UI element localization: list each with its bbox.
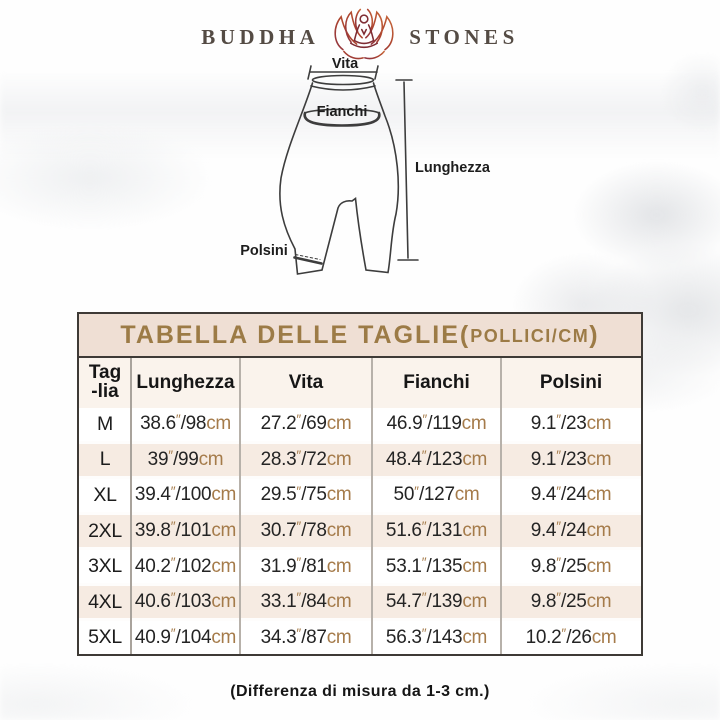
measurement-cell: 9.1 ″/23 cm — [530, 447, 612, 470]
size-cell: 4XL — [88, 590, 122, 613]
size-cell: M — [97, 412, 113, 435]
measurement-cell: 56.3 ″/143 cm — [385, 625, 488, 648]
measurement-cell: 53.1 ″/135 cm — [385, 554, 488, 577]
lotus-meditation-icon — [332, 6, 396, 64]
measurement-cell: 38.6 ″/98 cm — [140, 412, 231, 435]
table-title-close: ) — [589, 320, 600, 349]
table-row: L 39 ″/99 cm 28.3 ″/72 cm 48.4 ″/123 cm 9.1 ″/23 cm — [79, 440, 641, 480]
table-row: 4XL 40.6 ″/103 cm 33.1 ″/84 cm 54.7 ″/139 cm 9.8 ″… — [79, 582, 641, 622]
size-table: TABELLA DELLE TAGLIE(POLLICI/CM) Tag -li… — [77, 312, 643, 656]
measurement-cell: 51.6 ″/131 cm — [385, 519, 488, 542]
table-title-main: TABELLA DELLE TAGLIE( — [120, 320, 471, 349]
size-cell: XL — [93, 483, 117, 506]
measurement-cell: 27.2 ″/69 cm — [260, 412, 352, 435]
table-row: 3XL 40.2 ″/102 cm 31.9 ″/81 cm 53.1 ″/135 cm 9.8 ″… — [79, 550, 641, 583]
size-cell: 2XL — [88, 519, 122, 542]
measurement-cell: 31.9 ″/81 cm — [260, 554, 352, 577]
measurement-cell: 39 ″/99 cm — [147, 447, 224, 470]
measurement-cell: 30.7 ″/78 cm — [260, 519, 352, 542]
lunghezza-measure-line — [403, 81, 409, 259]
column-header-polsini: Polsini — [539, 371, 603, 393]
column-header-lunghezza: Lunghezza — [136, 371, 235, 393]
measurement-cell: 50 ″/127 cm — [393, 483, 480, 506]
column-divider — [130, 358, 132, 654]
diagram-label-fianchi: Fianchi — [317, 104, 368, 120]
measurement-cell: 9.4 ″/24 cm — [530, 519, 612, 542]
measurement-cell: 39.8 ″/101 cm — [134, 519, 237, 542]
size-table-title: TABELLA DELLE TAGLIE(POLLICI/CM) — [79, 314, 641, 358]
size-cell: 5XL — [88, 626, 122, 649]
pants-measurement-diagram: Vita Fianchi Lunghezza Polsini — [0, 56, 720, 292]
measurement-cell: 28.3 ″/72 cm — [260, 447, 352, 470]
table-body: M 38.6 ″/98 cm 27.2 ″/69 cm 46.9 ″/119 cm 9.1 ″/23… — [79, 408, 641, 655]
measurement-cell: 40.2 ″/102 cm — [134, 554, 237, 577]
measurement-cell: 9.8 ″/25 cm — [530, 554, 612, 577]
brand-header: BUDDHA — [0, 6, 720, 64]
column-header-vita: Vita — [288, 371, 324, 393]
measurement-cell: 40.6 ″/103 cm — [134, 590, 237, 613]
column-divider — [371, 358, 373, 654]
table-row: 5XL 40.9 ″/104 cm 34.3 ″/87 cm 56.3 ″/143 cm 10.2… — [79, 621, 641, 655]
diagram-label-lunghezza: Lunghezza — [415, 160, 491, 176]
measurement-cell: 46.9 ″/119 cm — [386, 412, 487, 435]
diagram-label-polsini: Polsini — [240, 243, 288, 259]
size-cell: 3XL — [88, 555, 122, 578]
size-table-grid: Tag -lia Lunghezza Vita Fianchi Polsini … — [79, 358, 641, 655]
measurement-cell: 10.2 ″/26 cm — [525, 625, 617, 648]
pants-outline — [279, 82, 400, 275]
column-divider — [239, 358, 241, 654]
table-header-row: Tag -lia Lunghezza Vita Fianchi Polsini — [79, 358, 641, 408]
measurement-cell: 34.3 ″/87 cm — [260, 625, 352, 648]
measurement-cell: 9.1 ″/23 cm — [530, 412, 612, 435]
brand-word-right: STONES — [409, 24, 519, 49]
table-row: 2XL 39.8 ″/101 cm 30.7 ″/78 cm 51.6 ″/131 cm 9.4 ″… — [79, 511, 641, 551]
table-row: XL 39.4 ″/100 cm 29.5 ″/75 cm 50 ″/127 cm 9.4 ″/24… — [79, 479, 641, 512]
column-header-taglia: Tag -lia — [88, 362, 122, 402]
brand-word-left: BUDDHA — [201, 24, 320, 49]
measurement-cell: 40.9 ″/104 cm — [134, 625, 237, 648]
measurement-tolerance-note: (Differenza di misura da 1-3 cm.) — [230, 683, 490, 700]
diagram-label-vita: Vita — [332, 56, 359, 72]
measurement-cell: 29.5 ″/75 cm — [260, 483, 352, 506]
column-divider — [500, 358, 502, 654]
measurement-cell: 48.4 ″/123 cm — [385, 447, 488, 470]
size-cell: L — [99, 448, 111, 471]
table-title-units: POLLICI/CM — [470, 325, 590, 346]
measurement-cell: 39.4 ″/100 cm — [134, 483, 237, 506]
measurement-cell: 33.1 ″/84 cm — [260, 590, 352, 613]
table-row: M 38.6 ″/98 cm 27.2 ″/69 cm 46.9 ″/119 cm 9.1 ″/23… — [79, 408, 641, 441]
measurement-cell: 9.4 ″/24 cm — [530, 483, 612, 506]
measurement-cell: 54.7 ″/139 cm — [385, 590, 488, 613]
column-header-fianchi: Fianchi — [403, 371, 470, 393]
measurement-cell: 9.8 ″/25 cm — [530, 590, 612, 613]
